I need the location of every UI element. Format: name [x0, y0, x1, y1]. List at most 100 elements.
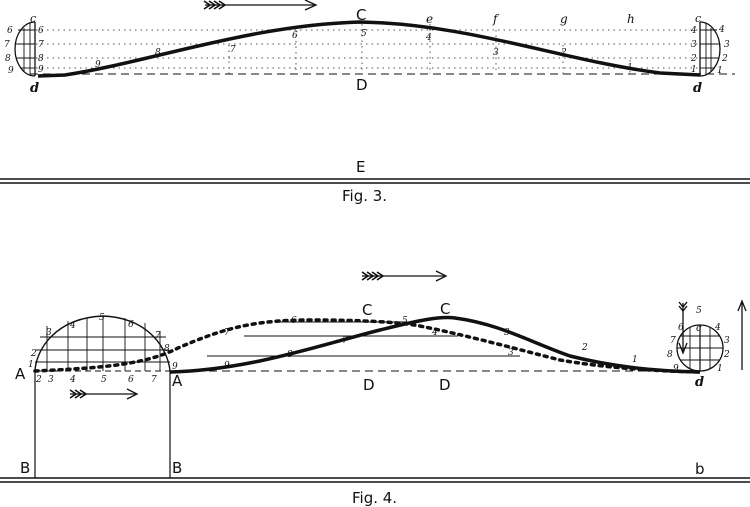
fig4-circle-numbers: 6 7 8 9 5 4 3 2 1 — [667, 306, 730, 374]
fig4-motion-arrow-top — [361, 270, 448, 282]
fig4-dome-top-5: 5 — [99, 313, 105, 323]
fig3-wave-num-5: 5 — [361, 29, 367, 39]
fig3-label-D: D — [356, 76, 368, 94]
fig3-wave-num-9: 9 — [95, 60, 101, 70]
fig4-dome-numbers: 3 4 5 6 7 2 1 8 9 2 3 4 5 6 7 — [28, 313, 178, 385]
fig3-right-outer-2: 2 — [721, 54, 728, 64]
fig4-solid-num-8: 8 — [287, 350, 293, 360]
fig3-motion-arrow — [203, 0, 318, 11]
fig3-wave-num-2: 2 — [560, 48, 567, 58]
fig4-label-D-dotted: D — [363, 376, 375, 394]
fig3-wave-num-6: 6 — [292, 31, 298, 41]
fig4-dome-top-4: 4 — [69, 321, 76, 331]
fig4-dotted-num-6: 6 — [291, 316, 297, 326]
fig3-right-inner-2: 2 — [690, 54, 697, 64]
fig4-dome-base-7: 7 — [151, 375, 157, 385]
fig4-dome-side-2: 2 — [30, 349, 37, 359]
fig4-circle-left-6: 6 — [678, 323, 684, 333]
fig3-label-f: f — [492, 12, 500, 26]
fig4-dome-top-7: 7 — [155, 331, 161, 341]
fig4-dotted-numbers: 7 6 5 — [224, 316, 408, 338]
fig4-circle-right-4: 4 — [714, 323, 721, 333]
fig4-dome-base-6: 6 — [128, 375, 134, 385]
fig4-label-C-solid: C — [440, 300, 450, 318]
fig4-circle-right-5: 5 — [696, 306, 702, 316]
fig4-solid-num-3a: 3 — [504, 328, 510, 338]
fig4-label-d-right: d — [695, 375, 704, 390]
fig4-dotted-wave — [33, 318, 702, 374]
fig3-wave-numbers: 9 8 7 6 5 4 3 2 1 — [95, 29, 633, 73]
fig4-circle-left-8: 8 — [667, 350, 673, 360]
fig3-right-outer-1: 1 — [717, 66, 723, 76]
fig4-solid-num-3b: 3 — [508, 348, 514, 358]
fig3-label-c-left: c — [30, 12, 36, 25]
fig4-solid-num-2: 2 — [581, 343, 588, 353]
fig3-left-outer-9: 9 — [8, 66, 14, 76]
fig4-circle-right-1: 1 — [717, 364, 723, 374]
fig3-label-E: E — [356, 158, 365, 176]
fig3-right-inner-3: 3 — [691, 40, 697, 50]
fig4-dome-base-3: 3 — [48, 375, 54, 385]
fig3-left-outer-8: 8 — [5, 54, 11, 64]
fig3-wave-num-4: 4 — [425, 33, 432, 43]
fig4-dome-side-8: 8 — [164, 344, 170, 354]
fig4-label-B-left: B — [20, 459, 30, 477]
fig4-caption: Fig. 4. — [352, 489, 397, 507]
fig4-dome-side-9: 9 — [172, 362, 178, 372]
fig3-wave-num-1: 1 — [627, 63, 633, 73]
fig3-left-inner-7: 7 — [38, 40, 44, 50]
fig3-right-outer-3: 3 — [724, 40, 730, 50]
fig3-right-semicircle — [699, 21, 721, 77]
fig3-left-semicircle — [14, 21, 36, 77]
fig4-label-C-dotted: C — [362, 301, 372, 319]
fig4-solid-wave — [169, 315, 701, 374]
fig3-right-inner-4: 4 — [690, 26, 697, 36]
fig3-caption: Fig. 3. — [342, 187, 387, 205]
fig4-dome-base-5: 5 — [101, 375, 107, 385]
fig4-dome-base-4: 4 — [69, 375, 76, 385]
fig3-dotted-verticals — [228, 24, 631, 74]
fig3-wave-num-7: 7 — [230, 45, 236, 55]
fig3: c d C D E e f g h c d 6 7 8 9 6 7 8 9 4 … — [0, 0, 750, 205]
fig3-right-numbers: 4 3 2 1 4 3 2 1 — [690, 25, 730, 76]
fig3-right-outer-4: 4 — [718, 25, 725, 35]
fig3-wave-curve — [37, 20, 701, 78]
fig4-label-B-mid: B — [172, 459, 182, 477]
fig3-right-inner-1: 1 — [691, 65, 697, 75]
fig4-label-D-solid: D — [439, 376, 451, 394]
fig3-left-inner-8: 8 — [38, 54, 44, 64]
fig4-down-arrow — [678, 301, 688, 355]
fig4: A A B B b C C D D d c 3 4 5 6 7 2 1 8 9 … — [0, 270, 750, 507]
fig3-wave-num-3: 3 — [493, 48, 499, 58]
fig4-dome-top-6: 6 — [128, 320, 134, 330]
fig4-solid-numbers: 9 8 7 4 3 3 2 1 — [224, 328, 638, 371]
fig4-solid-num-9: 9 — [224, 361, 230, 371]
fig3-left-numbers: 6 7 8 9 6 7 8 9 — [4, 26, 44, 76]
fig3-wave-num-8: 8 — [155, 48, 161, 58]
fig4-solid-num-7: 7 — [342, 336, 348, 346]
fig3-label-e: e — [426, 12, 433, 26]
fig3-label-d-left: d — [30, 81, 39, 96]
fig4-circle-right-2: 2 — [723, 350, 730, 360]
fig4-solid-num-1: 1 — [632, 355, 638, 365]
fig4-label-c-circle: c — [696, 323, 702, 334]
fig3-left-inner-6: 6 — [38, 26, 44, 36]
fig3-label-c-right: c — [695, 12, 701, 25]
fig4-dotted-num-7: 7 — [224, 328, 230, 338]
fig4-dotted-num-5: 5 — [402, 316, 408, 326]
fig4-right-circle — [676, 324, 724, 372]
fig4-motion-arrow-left — [69, 388, 139, 400]
fig3-left-outer-7: 7 — [4, 40, 10, 50]
fig3-left-inner-9: 9 — [38, 65, 44, 75]
fig4-solid-num-4: 4 — [431, 328, 438, 338]
fig3-label-C: C — [356, 6, 366, 24]
fig4-up-arrow — [737, 299, 747, 370]
fig4-dome-box — [34, 315, 171, 478]
fig4-dome-base-2: 2 — [35, 375, 42, 385]
fig4-circle-left-9: 9 — [673, 364, 679, 374]
fig3-label-d-right: d — [693, 81, 702, 96]
fig4-circle-right-3: 3 — [724, 336, 730, 346]
fig3-label-h: h — [627, 12, 635, 26]
